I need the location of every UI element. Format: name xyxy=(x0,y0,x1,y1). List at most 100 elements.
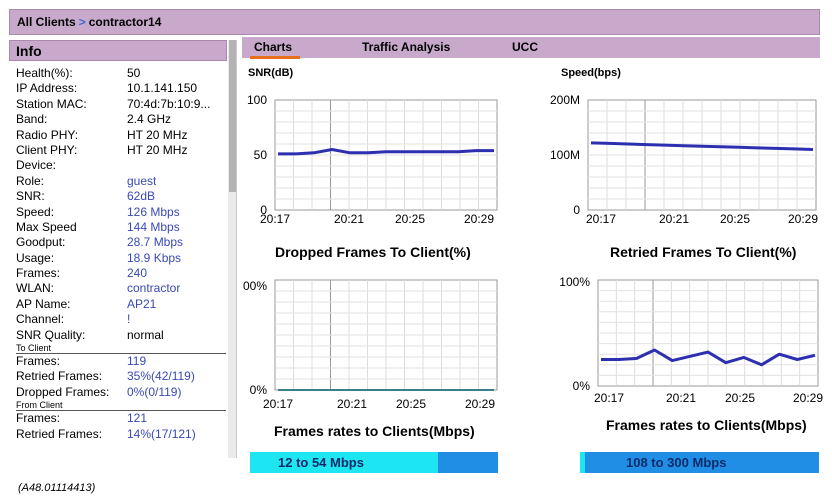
info-row: SNR Quality: normal xyxy=(16,328,226,343)
series-line xyxy=(601,348,816,367)
y-tick-label: 100% xyxy=(559,275,590,289)
tab-traffic-analysis[interactable]: Traffic Analysis xyxy=(362,40,451,54)
rate-bar-rest xyxy=(585,452,819,473)
info-value[interactable]: 18.9 Kbps xyxy=(127,250,182,265)
x-tick-label: 20:25 xyxy=(396,397,426,411)
rate-bar-12-54: 12 to 54 Mbps xyxy=(250,452,498,473)
info-value: 10.1.141.150 xyxy=(127,81,198,96)
plot-area xyxy=(274,279,498,391)
info-value[interactable]: 121 xyxy=(127,411,148,426)
x-tick-label: 20:29 xyxy=(465,397,495,411)
speed-chart-title: Speed(bps) xyxy=(561,67,621,79)
x-tick-label: 20:25 xyxy=(720,212,750,226)
info-label: Frames: xyxy=(16,354,61,369)
info-value[interactable]: ! xyxy=(127,312,131,327)
x-tick-label: 20:29 xyxy=(793,391,823,405)
info-row: Client PHY: HT 20 MHz xyxy=(16,143,226,158)
info-value[interactable]: 119 xyxy=(127,354,147,369)
info-row: Channel:! xyxy=(16,312,226,327)
info-label: Dropped Frames: xyxy=(16,384,110,399)
info-scrollbar[interactable] xyxy=(228,40,236,458)
tab-charts[interactable]: Charts xyxy=(254,40,293,54)
to-client-row: Frames: 119 xyxy=(16,354,226,369)
info-value[interactable]: AP21 xyxy=(127,296,157,311)
info-list: Health(%): 50 IP Address: 10.1.141.150 Stati… xyxy=(16,66,226,442)
info-value[interactable]: 0%(0/119) xyxy=(127,384,182,399)
info-row: IP Address: 10.1.141.150 xyxy=(16,81,226,96)
info-row: Role: guest xyxy=(16,174,226,189)
info-row: WLAN: contractor xyxy=(16,281,226,296)
info-label: Device: xyxy=(16,158,57,173)
from-client-row: Retried Frames: 14%(17/121) xyxy=(16,427,226,442)
rate-bar-108-300: 108 to 300 Mbps xyxy=(580,452,819,473)
snr-chart-title: SNR(dB) xyxy=(248,67,294,79)
info-value: 50 xyxy=(127,66,141,80)
info-value[interactable]: 14%(17/121) xyxy=(127,426,196,441)
rate-bar-fill xyxy=(250,452,438,473)
info-row: Goodput: 28.7 Mbps xyxy=(16,235,226,250)
x-tick-label: 20:17 xyxy=(260,212,290,226)
info-row: Band: 2.4 GHz xyxy=(16,112,226,127)
breadcrumb-bar: All Clients > contractor14 xyxy=(9,9,820,35)
info-value: 2.4 GHz xyxy=(127,112,172,127)
plot-area xyxy=(587,99,817,211)
info-label: Frames: xyxy=(16,266,61,281)
dropped-frames-caption: Dropped Frames To Client(%) xyxy=(275,244,471,260)
info-label: Band: xyxy=(16,112,48,127)
info-row: Frames: 240 xyxy=(16,266,226,281)
info-label: Retried Frames: xyxy=(16,369,103,384)
tab-ucc[interactable]: UCC xyxy=(512,40,538,54)
to-client-heading: To Client xyxy=(16,343,226,355)
series-line xyxy=(278,148,494,156)
breadcrumb-root-link[interactable]: All Clients xyxy=(17,15,76,29)
x-tick-label: 20:21 xyxy=(659,212,689,226)
info-value: normal xyxy=(127,327,164,342)
y-tick-label: 200M xyxy=(550,93,580,107)
info-value[interactable]: guest xyxy=(127,173,157,188)
scrollbar-thumb[interactable] xyxy=(229,40,236,192)
y-tick-label: 00% xyxy=(243,279,267,293)
breadcrumb: All Clients > contractor14 xyxy=(17,15,161,29)
x-tick-label: 20:29 xyxy=(788,212,818,226)
from-client-heading: From Client xyxy=(16,400,226,412)
info-value[interactable]: 28.7 Mbps xyxy=(127,235,184,250)
info-label: Role: xyxy=(16,173,45,188)
info-value[interactable]: 126 Mbps xyxy=(127,204,180,219)
info-row: Max Speed 144 Mbps xyxy=(16,220,226,235)
y-tick-label: 0% xyxy=(250,383,268,397)
info-value: HT 20 MHz xyxy=(127,142,188,157)
info-label: Retried Frames: xyxy=(16,426,103,441)
info-value: 70:4d:7b:10:9... xyxy=(127,96,211,111)
info-label: SNR Quality: xyxy=(16,327,86,342)
info-value[interactable]: 144 Mbps xyxy=(127,219,180,234)
x-tick-label: 20:25 xyxy=(395,212,425,226)
y-tick-label: 100M xyxy=(550,148,580,162)
x-tick-label: 20:29 xyxy=(464,212,494,226)
info-panel: Info Health(%): 50 IP Address: 10.1.141.150… xyxy=(9,40,237,458)
y-tick-label: 0% xyxy=(573,379,591,393)
info-value[interactable]: 62dB xyxy=(127,189,156,204)
info-label: Usage: xyxy=(16,250,55,265)
info-label: Channel: xyxy=(16,312,65,327)
info-label: Speed: xyxy=(16,204,55,219)
info-value[interactable]: 240 xyxy=(127,266,148,281)
info-label: Radio PHY: xyxy=(16,127,79,142)
x-tick-label: 20:25 xyxy=(725,391,755,405)
info-label: Station MAC: xyxy=(16,96,87,111)
x-tick-label: 20:21 xyxy=(334,212,364,226)
info-value[interactable]: contractor xyxy=(127,281,181,296)
info-label: SNR: xyxy=(16,189,45,204)
frames-rates-caption-right: Frames rates to Clients(Mbps) xyxy=(606,417,807,433)
x-tick-label: 20:17 xyxy=(263,397,293,411)
retried-frames-caption: Retried Frames To Client(%) xyxy=(610,244,797,260)
info-value[interactable]: 35%(42/119) xyxy=(127,369,195,384)
info-label: Client PHY: xyxy=(16,142,78,157)
info-label: Max Speed xyxy=(16,219,77,234)
info-label: Frames: xyxy=(16,411,61,426)
info-row: Speed: 126 Mbps xyxy=(16,205,226,220)
series-line xyxy=(590,141,814,151)
plot-area xyxy=(274,99,498,211)
to-client-row: Dropped Frames: 0%(0/119) xyxy=(16,385,226,400)
rate-bar-label: 12 to 54 Mbps xyxy=(278,455,364,470)
info-row: Radio PHY: HT 20 MHz xyxy=(16,128,226,143)
